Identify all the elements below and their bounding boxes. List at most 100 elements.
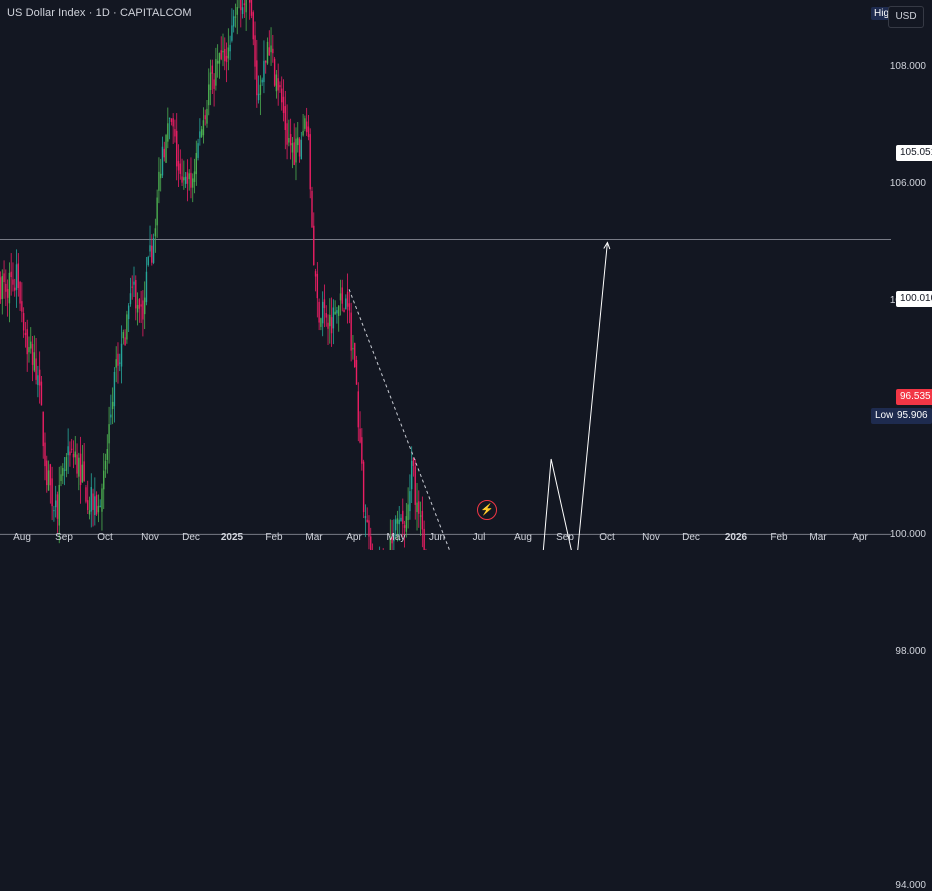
candle-body [269, 47, 270, 55]
candle-body [263, 61, 264, 82]
candle-body [64, 470, 65, 471]
candle-body [317, 274, 318, 298]
lightning-icon[interactable]: ⚡ [477, 500, 497, 520]
candle-body [194, 171, 195, 182]
candle-body [320, 318, 321, 327]
candle-body [82, 465, 83, 483]
candle-body [370, 536, 371, 550]
candle-body [130, 293, 131, 304]
candle-body [199, 131, 200, 137]
candle-body [117, 354, 118, 366]
candle-body [213, 79, 214, 88]
candle-body [164, 149, 165, 158]
candle-body [334, 312, 335, 315]
candle-body [76, 454, 77, 473]
candle-body [212, 66, 213, 74]
candle-body [399, 520, 400, 524]
candle-body [240, 0, 241, 10]
x-tick-label: 2026 [725, 532, 747, 543]
candle-body [274, 59, 275, 86]
candle-body [235, 17, 236, 18]
candle-body [66, 457, 67, 471]
candle-body [343, 310, 344, 312]
y-tick-label: 94.000 [895, 880, 926, 891]
candle-body [119, 363, 120, 364]
candle-body [215, 59, 216, 86]
candle-body [176, 131, 177, 167]
candle-body [69, 452, 70, 456]
x-tick-label: Jul [473, 532, 486, 543]
candle-body [245, 0, 246, 12]
candle-body [197, 143, 198, 158]
candle-body [7, 289, 8, 298]
candle-body [160, 174, 161, 178]
candle-body [169, 118, 170, 119]
candle-body [87, 500, 88, 510]
candle-body [222, 51, 223, 52]
candle-body [358, 391, 359, 427]
candle-body [94, 496, 95, 515]
last-price-badge: 96.535 [896, 389, 932, 405]
candle-body [28, 347, 29, 352]
candle-body [41, 382, 42, 406]
candle-body [144, 298, 145, 315]
candle-body [172, 118, 173, 126]
candle-body [311, 191, 312, 228]
candle-body [297, 137, 298, 145]
candle-body [103, 471, 104, 490]
candle-body [221, 50, 222, 59]
candle-body [126, 314, 127, 339]
candle-body [310, 134, 311, 189]
candle-body [146, 272, 147, 302]
candle-body [308, 127, 309, 138]
candle-body [201, 129, 202, 137]
candle-body [37, 375, 38, 385]
candle-body [32, 344, 33, 365]
x-tick-label: Aug [514, 532, 532, 543]
candle-body [361, 437, 362, 463]
price-chart[interactable] [0, 0, 932, 550]
candle-body [18, 263, 19, 288]
candle-body [148, 257, 149, 265]
candle-body [27, 329, 28, 354]
candle-body [39, 370, 40, 386]
candle-body [206, 109, 207, 124]
chart-title: US Dollar Index · 1D · CAPITALCOM [7, 7, 192, 19]
candle-body [121, 344, 122, 367]
currency-button[interactable]: USD [888, 6, 924, 28]
x-tick-label: Dec [682, 532, 700, 543]
candle-body [336, 310, 337, 313]
candle-body [415, 466, 416, 505]
candle-body [203, 120, 204, 135]
candle-body [43, 412, 44, 447]
candle-body [59, 485, 60, 526]
candle-body [242, 7, 243, 14]
candle-body [345, 298, 346, 309]
candle-body [151, 246, 152, 263]
candle-body [265, 61, 266, 63]
candle-body [290, 134, 291, 145]
x-tick-label: Aug [13, 532, 31, 543]
candle-body [190, 173, 191, 188]
candle-body [3, 273, 4, 282]
candle-body [270, 46, 271, 53]
candle-body [397, 518, 398, 523]
candle-body [283, 97, 284, 113]
candle-body [347, 292, 348, 307]
candle-body [411, 461, 412, 489]
candle-body [10, 272, 11, 277]
candle-body [80, 454, 81, 485]
candle-body [89, 510, 90, 514]
candle-body [196, 153, 197, 174]
candle-body [254, 35, 255, 66]
candle-body [174, 129, 175, 136]
candle-body [192, 178, 193, 187]
x-tick-label: Nov [642, 532, 660, 543]
candle-body [105, 461, 106, 470]
candle-body [71, 449, 72, 450]
candle-body [301, 140, 302, 159]
level-badge-2: 100.010 [896, 291, 932, 307]
candle-body [23, 313, 24, 330]
candle-body [48, 470, 49, 490]
candle-body [53, 510, 54, 511]
